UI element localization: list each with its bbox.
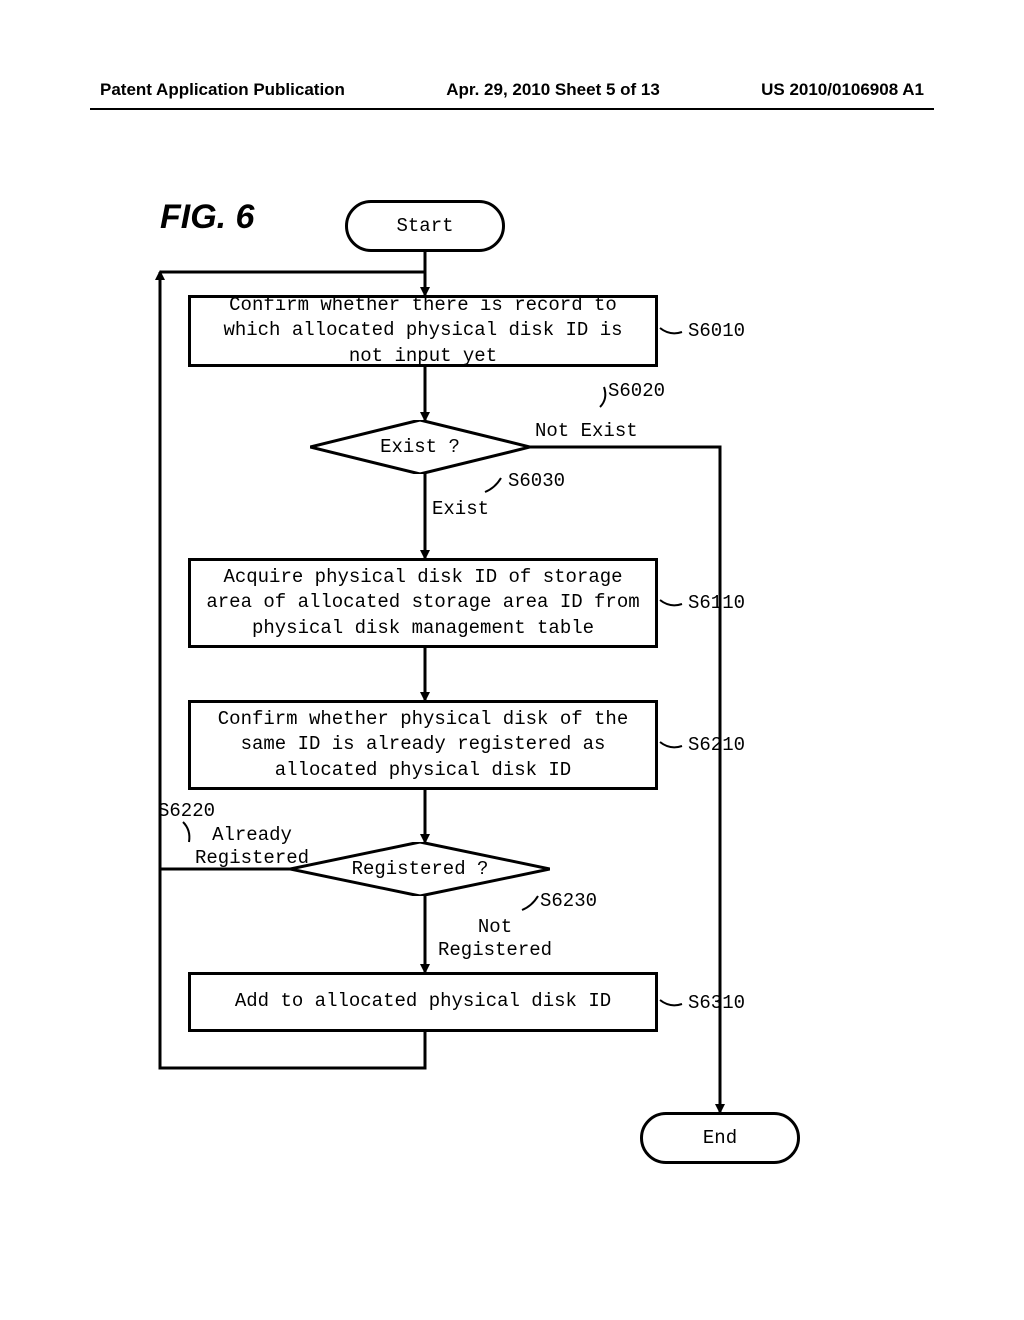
process-s6210: Confirm whether physical disk of the sam… xyxy=(188,700,658,790)
process-text: Add to allocated physical disk ID xyxy=(235,989,611,1015)
start-node: Start xyxy=(345,200,505,252)
edge-exist: Exist xyxy=(432,498,489,521)
step-label-s6310: S6310 xyxy=(688,992,745,1014)
header-rule xyxy=(90,108,934,110)
edge-not-registered: Not Registered xyxy=(438,916,552,962)
process-text: Confirm whether physical disk of the sam… xyxy=(203,707,643,784)
edge-not-exist: Not Exist xyxy=(535,420,638,443)
header-left: Patent Application Publication xyxy=(100,80,345,100)
header-right: US 2010/0106908 A1 xyxy=(761,80,924,100)
step-label-s6220: S6220 xyxy=(158,800,215,822)
end-node: End xyxy=(640,1112,800,1164)
start-label: Start xyxy=(396,215,453,237)
decision-label: Registered ? xyxy=(352,858,489,880)
end-label: End xyxy=(703,1127,737,1149)
process-text: Acquire physical disk ID of storage area… xyxy=(203,565,643,642)
step-label-s6230: S6230 xyxy=(540,890,597,912)
edge-already-registered: Already Registered xyxy=(195,824,309,870)
process-text: Confirm whether there is record to which… xyxy=(203,293,643,370)
step-label-s6210: S6210 xyxy=(688,734,745,756)
process-s6010: Confirm whether there is record to which… xyxy=(188,295,658,367)
step-label-s6030: S6030 xyxy=(508,470,565,492)
step-label-s6020: S6020 xyxy=(608,380,665,402)
header-center: Apr. 29, 2010 Sheet 5 of 13 xyxy=(446,80,660,100)
process-s6310: Add to allocated physical disk ID xyxy=(188,972,658,1032)
decision-label: Exist ? xyxy=(380,436,460,458)
process-s6110: Acquire physical disk ID of storage area… xyxy=(188,558,658,648)
decision-registered: Registered ? xyxy=(290,842,550,896)
flowchart-edges xyxy=(0,0,1024,1320)
decision-exist: Exist ? xyxy=(310,420,530,474)
step-label-s6110: S6110 xyxy=(688,592,745,614)
figure-title: FIG. 6 xyxy=(160,198,254,237)
step-label-s6010: S6010 xyxy=(688,320,745,342)
page-header: Patent Application Publication Apr. 29, … xyxy=(0,80,1024,100)
